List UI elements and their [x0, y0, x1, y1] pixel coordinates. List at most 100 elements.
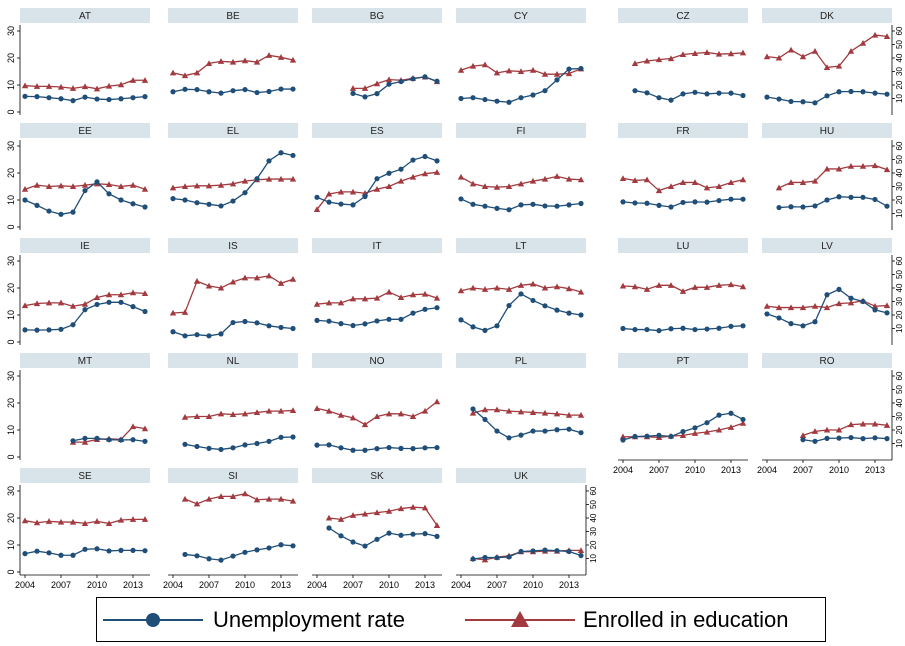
education-point [289, 497, 297, 504]
education-point [517, 408, 525, 415]
education-point [469, 284, 477, 291]
education-line [778, 164, 888, 189]
unemployment-point [290, 152, 296, 159]
education-point [45, 83, 53, 89]
unemployment-point [824, 292, 830, 298]
unemployment-point [278, 542, 284, 548]
unemployment-point [118, 437, 124, 443]
unemployment-point [374, 446, 380, 452]
panel-ie: IE 0 10 20 30 [6, 238, 150, 345]
education-point [835, 62, 843, 69]
unemployment-point [46, 327, 52, 333]
unemployment-point [800, 323, 806, 329]
panel-title-bg [618, 353, 748, 368]
education-point [141, 425, 149, 432]
unemployment-point [58, 552, 64, 558]
education-point [21, 302, 29, 309]
unemployment-point [740, 92, 746, 99]
panel-be: BE [168, 8, 298, 96]
education-point [81, 83, 89, 90]
right-axis-tick-label: 20 [895, 310, 904, 319]
unemployment-point [422, 531, 428, 537]
panel-nl: NL [168, 353, 298, 453]
education-point [69, 85, 77, 91]
education-point [129, 423, 137, 430]
unemployment-point [70, 438, 76, 444]
education-point [787, 304, 795, 311]
education-point [141, 516, 149, 522]
unemployment-point [398, 78, 404, 85]
unemployment-line [472, 408, 582, 439]
unemployment-point [362, 321, 368, 327]
unemployment-point [884, 203, 890, 209]
panel-title: CZ [676, 11, 689, 22]
unemployment-point [22, 197, 28, 203]
education-point [193, 413, 201, 420]
x-axis-tick-label: 2007 [343, 580, 363, 590]
unemployment-point [620, 199, 626, 205]
panel-title: HU [820, 126, 834, 137]
unemployment-point [728, 323, 734, 329]
unemployment-point [46, 550, 52, 556]
education-point [69, 303, 77, 309]
unemployment-point [374, 91, 380, 97]
unemployment-point [182, 86, 188, 92]
education-point [117, 183, 125, 190]
unemployment-point [620, 437, 626, 443]
education-point [847, 48, 855, 54]
unemployment-point [230, 319, 236, 326]
education-point [181, 413, 189, 420]
panel-cz: CZ [618, 8, 748, 103]
unemployment-point [194, 86, 200, 93]
right-axis-tick-label: 20 [589, 540, 598, 549]
education-point [205, 282, 213, 289]
unemployment-point [182, 441, 188, 447]
left-axis-tick-label: 10 [6, 425, 16, 435]
unemployment-point [884, 436, 890, 442]
unemployment-point [506, 207, 512, 213]
panel-lu: LU [618, 238, 748, 334]
right-axis-tick-label: 50 [895, 270, 904, 279]
right-axis-tick-label: 40 [589, 513, 598, 522]
unemployment-point [170, 89, 176, 95]
unemployment-point [34, 327, 40, 333]
education-point [253, 496, 261, 503]
panel-title-bg [762, 123, 892, 138]
education-point [21, 82, 29, 89]
unemployment-point [458, 95, 464, 102]
education-point [105, 520, 113, 526]
education-point [775, 184, 783, 191]
panel-title-bg [312, 238, 442, 253]
education-point [727, 281, 735, 288]
education-point [337, 299, 345, 306]
education-point [493, 183, 501, 190]
unemployment-point [362, 543, 368, 549]
education-point [799, 179, 807, 186]
unemployment-point [70, 98, 76, 104]
unemployment-point [326, 199, 332, 205]
unemployment-point [704, 91, 710, 97]
education-point [469, 62, 477, 69]
education-point [775, 54, 783, 61]
education-point [679, 288, 687, 294]
panel-title: SI [228, 471, 237, 482]
left-axis-tick-label: 20 [6, 398, 16, 408]
x-axis-tick-label: 2013 [721, 465, 741, 475]
education-point [313, 301, 321, 307]
panel-title: DK [820, 11, 834, 22]
education-point [799, 432, 807, 438]
unemployment-point [740, 416, 746, 423]
x-axis-tick-label: 2010 [87, 580, 107, 590]
education-point [433, 522, 441, 528]
education-point [205, 60, 213, 66]
education-point [457, 287, 465, 294]
unemployment-point [106, 548, 112, 554]
unemployment-point [578, 552, 584, 559]
panel-mt: MT 0 10 20 30 [6, 353, 150, 460]
education-point [265, 272, 273, 279]
education-point [193, 182, 201, 189]
unemployment-point [242, 442, 248, 448]
education-point [205, 495, 213, 502]
panel-title-bg [312, 353, 442, 368]
panel-no: NO [312, 353, 442, 453]
